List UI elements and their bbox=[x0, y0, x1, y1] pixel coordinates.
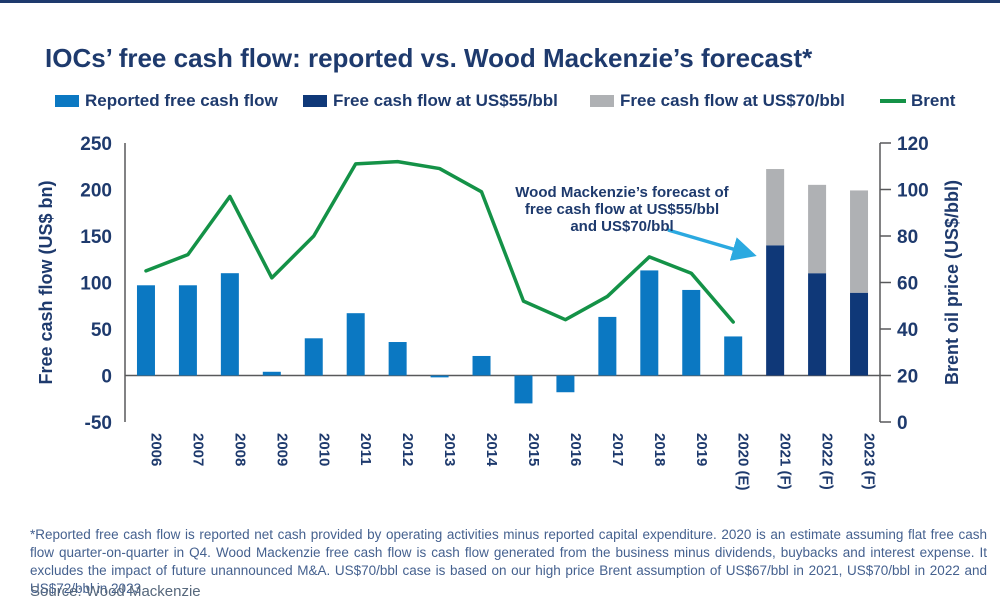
bar-reported-2019 bbox=[682, 289, 701, 376]
legend-item-label: Free cash flow at US$70/bbl bbox=[620, 91, 845, 110]
forecast-annotation-line: and US$70/bbl bbox=[570, 218, 674, 235]
right-axis-tick-label: 120 bbox=[897, 134, 929, 155]
bar-reported-2007 bbox=[178, 285, 197, 376]
left-axis-tick-label: 100 bbox=[80, 274, 112, 295]
forecast-annotation: Wood Mackenzie’s forecast of free cash f… bbox=[497, 184, 747, 235]
legend-item-label: Reported free cash flow bbox=[85, 91, 278, 110]
left-axis-tick-label: -50 bbox=[85, 413, 112, 434]
x-axis-label-2022: 2022 (F) bbox=[819, 433, 836, 490]
annotation-arrow-icon bbox=[667, 228, 757, 261]
x-axis-label-2011: 2011 bbox=[357, 433, 374, 466]
bar-fcf55-2021 bbox=[766, 245, 785, 376]
left-axis-tick-label: 0 bbox=[101, 367, 112, 388]
left-axis-title: Free cash flow (US$ bn) bbox=[36, 180, 56, 384]
chart-legend: Reported free cash flow Free cash flow a… bbox=[0, 88, 1000, 114]
bar-reported-2016 bbox=[556, 375, 575, 393]
left-axis-tick-label: 150 bbox=[80, 227, 112, 248]
right-axis-tick-label: 40 bbox=[897, 320, 918, 341]
x-axis-label-2006: 2006 bbox=[147, 433, 164, 466]
bar-reported-2017 bbox=[598, 316, 617, 376]
x-axis-label-2008: 2008 bbox=[231, 433, 248, 466]
bar-reported-2009 bbox=[262, 371, 281, 376]
right-axis-tick-label: 80 bbox=[897, 227, 918, 248]
bar-fcf70-2023 bbox=[850, 190, 869, 293]
legend-item-reported-fcf: Reported free cash flow bbox=[55, 88, 278, 114]
bar-reported-2018 bbox=[640, 270, 659, 376]
source-text: Source: Wood Mackenzie bbox=[30, 583, 201, 600]
bar-reported-2011 bbox=[346, 313, 365, 376]
bar-reported-2008 bbox=[220, 273, 239, 376]
bar-reported-2020 bbox=[724, 336, 743, 376]
right-axis-tick-label: 100 bbox=[897, 181, 929, 202]
bar-fcf70-2021 bbox=[766, 169, 785, 246]
bar-reported-2012 bbox=[388, 342, 407, 376]
legend-item-fcf-55bbl: Free cash flow at US$55/bbl bbox=[303, 88, 558, 114]
bar-reported-2013 bbox=[430, 375, 449, 378]
left-axis-tick-label: 200 bbox=[80, 181, 112, 202]
x-axis-label-2016: 2016 bbox=[567, 433, 584, 466]
bar-fcf70-2022 bbox=[808, 184, 827, 274]
x-axis-label-2009: 2009 bbox=[273, 433, 290, 466]
legend-item-label: Brent bbox=[911, 91, 956, 110]
top-border-rule bbox=[0, 0, 1000, 3]
bar-reported-2015 bbox=[514, 375, 533, 404]
bar-fcf55-2023 bbox=[850, 292, 869, 376]
x-axis-label-2023: 2023 (F) bbox=[861, 433, 878, 490]
chart-canvas: 250 200 150 100 50 0 -50 120 100 80 60 40 20 0 2006 200… bbox=[0, 130, 1000, 515]
x-axis-label-2012: 2012 bbox=[399, 433, 416, 466]
brent-line bbox=[144, 159, 735, 324]
x-axis-label-2018: 2018 bbox=[651, 433, 668, 466]
legend-item-brent: Brent bbox=[880, 88, 955, 114]
left-axis-tick-label: 50 bbox=[91, 320, 112, 341]
right-axis-tick-label: 0 bbox=[897, 413, 908, 434]
fcf-70bbl-swatch-icon bbox=[590, 95, 614, 107]
x-axis-label-2007: 2007 bbox=[189, 433, 206, 466]
x-axis-label-2010: 2010 bbox=[315, 433, 332, 466]
forecast-annotation-line: free cash flow at US$55/bbl bbox=[524, 201, 720, 218]
x-axis-label-2013: 2013 bbox=[441, 433, 458, 466]
right-axis-tick-label: 60 bbox=[897, 274, 918, 295]
footnote-text: *Reported free cash flow is reported net… bbox=[30, 526, 987, 596]
fcf-55bbl-swatch-icon bbox=[303, 95, 327, 107]
right-axis-title: Brent oil price (US$/bbl) bbox=[942, 180, 962, 385]
x-axis-label-2019: 2019 bbox=[693, 433, 710, 466]
legend-item-label: Free cash flow at US$55/bbl bbox=[333, 91, 558, 110]
x-axis-label-2021: 2021 (F) bbox=[777, 433, 794, 490]
x-axis-label-2020: 2020 (E) bbox=[735, 433, 752, 491]
forecast-annotation-line: Wood Mackenzie’s forecast of bbox=[515, 184, 729, 201]
bar-reported-2006 bbox=[136, 285, 155, 376]
x-axis-label-2015: 2015 bbox=[525, 433, 542, 466]
left-axis-tick-label: 250 bbox=[80, 134, 112, 155]
bar-reported-2014 bbox=[472, 355, 491, 376]
bar-reported-2010 bbox=[304, 338, 323, 376]
legend-item-fcf-70bbl: Free cash flow at US$70/bbl bbox=[590, 88, 845, 114]
x-axis-label-2014: 2014 bbox=[483, 433, 500, 467]
bar-fcf55-2022 bbox=[808, 273, 827, 376]
x-axis-label-2017: 2017 bbox=[609, 433, 626, 466]
reported-fcf-swatch-icon bbox=[55, 95, 79, 107]
page-title: IOCs’ free cash flow: reported vs. Wood … bbox=[45, 43, 813, 74]
right-axis-tick-label: 20 bbox=[897, 367, 918, 388]
brent-line-swatch-icon bbox=[880, 99, 906, 103]
